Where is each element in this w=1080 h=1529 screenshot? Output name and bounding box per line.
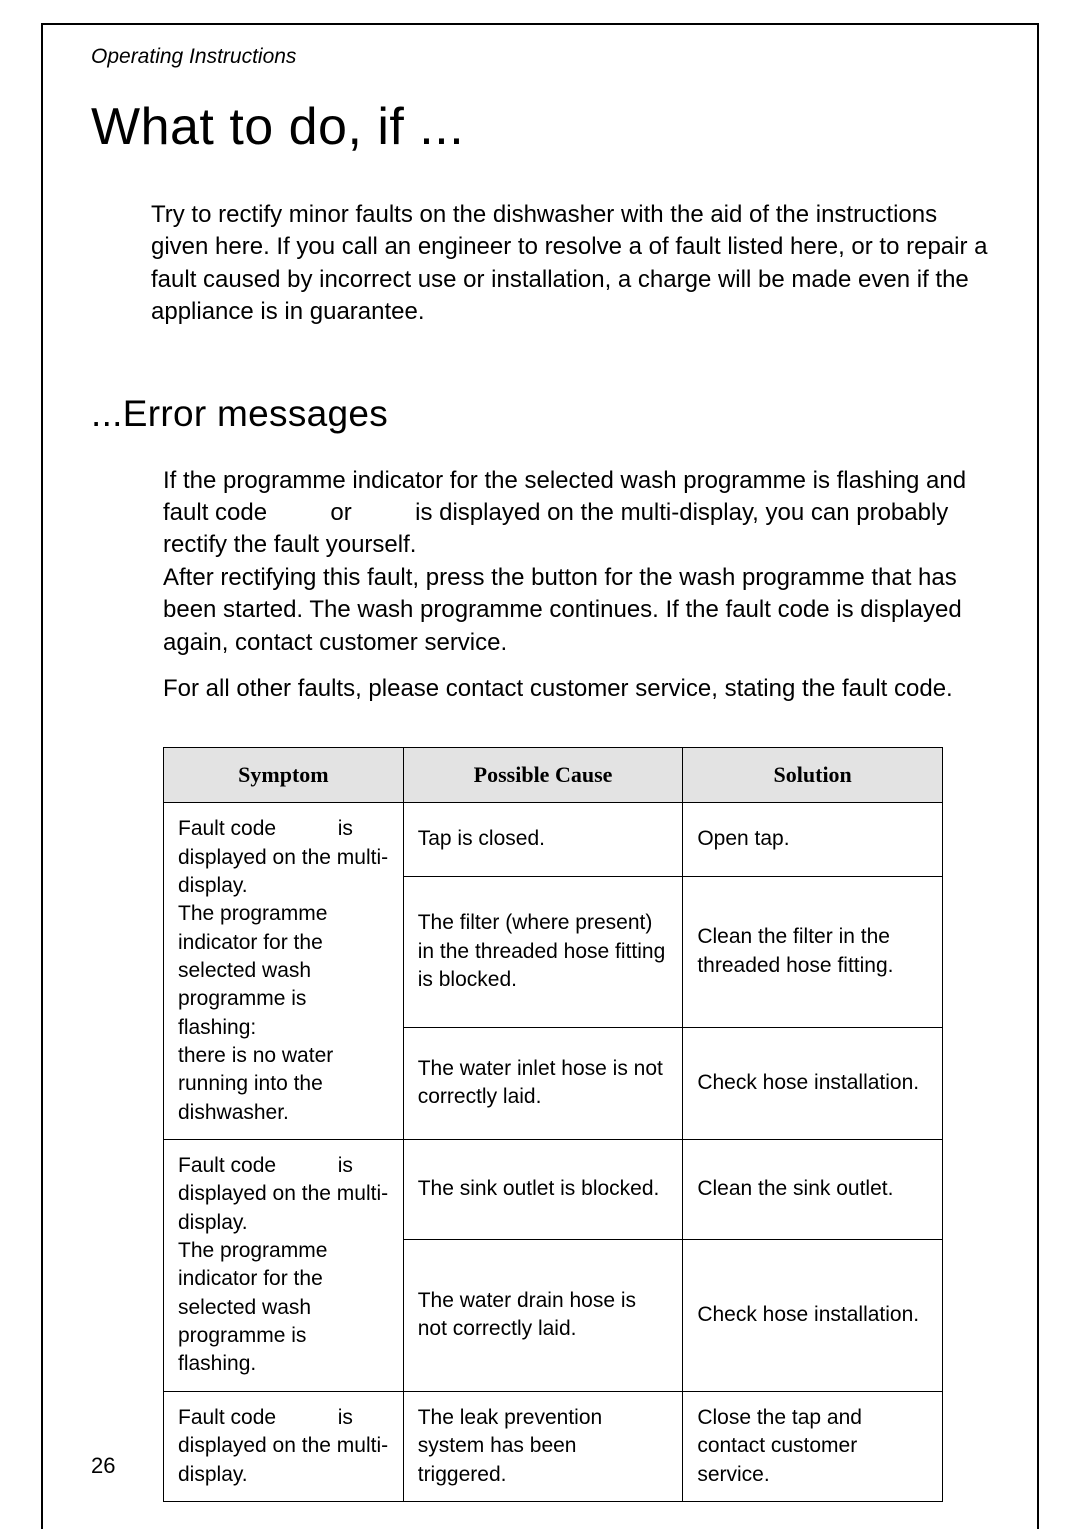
cell-solution: Open tap.: [683, 803, 943, 876]
table-header-row: Symptom Possible Cause Solution: [164, 748, 943, 803]
intro-paragraph: Try to rectify minor faults on the dishw…: [151, 199, 995, 329]
page-title: What to do, if ...: [91, 97, 995, 157]
symptom-text: Fault code: [178, 1154, 276, 1177]
symptom-text: The programme indicator for the selected…: [178, 1239, 327, 1375]
paragraph-text: After rectifying this fault, press the b…: [163, 564, 962, 656]
cell-solution: Check hose installation.: [683, 1239, 943, 1391]
table-row: Fault code is displayed on the multi-dis…: [164, 1391, 943, 1501]
cell-symptom: Fault code is displayed on the multi-dis…: [164, 803, 404, 1140]
symptom-text: Fault code: [178, 817, 276, 840]
col-header-cause: Possible Cause: [403, 748, 683, 803]
cell-solution: Clean the filter in the threaded hose fi…: [683, 876, 943, 1027]
running-head: Operating Instructions: [91, 45, 995, 69]
cell-cause: The water inlet hose is not correctly la…: [403, 1027, 683, 1139]
cell-cause: The water drain hose is not correctly la…: [403, 1239, 683, 1391]
section-title: ...Error messages: [91, 393, 995, 435]
cell-cause: Tap is closed.: [403, 803, 683, 876]
table-row: Fault code is displayed on the multi-dis…: [164, 1140, 943, 1239]
cell-solution: Check hose installation.: [683, 1027, 943, 1139]
cell-solution: Close the tap and contact customer servi…: [683, 1391, 943, 1501]
cell-cause: The sink outlet is blocked.: [403, 1140, 683, 1239]
symptom-text: Fault code: [178, 1406, 276, 1429]
paragraph-text: or: [330, 499, 351, 526]
paragraph-text: is displayed on the multi-display, you c…: [163, 499, 948, 558]
paragraph: If the programme indicator for the selec…: [163, 465, 995, 659]
cell-symptom: Fault code is displayed on the multi-dis…: [164, 1140, 404, 1392]
cell-symptom: Fault code is displayed on the multi-dis…: [164, 1391, 404, 1501]
section-body: If the programme indicator for the selec…: [163, 465, 995, 706]
page-number: 26: [91, 1453, 115, 1479]
paragraph: For all other faults, please contact cus…: [163, 673, 995, 705]
fault-table: Symptom Possible Cause Solution Fault co…: [163, 747, 943, 1502]
table-row: Fault code is displayed on the multi-dis…: [164, 803, 943, 876]
cell-solution: Clean the sink outlet.: [683, 1140, 943, 1239]
symptom-text: there is no water running into the dishw…: [178, 1044, 333, 1124]
col-header-symptom: Symptom: [164, 748, 404, 803]
page-frame: Operating Instructions What to do, if ..…: [41, 23, 1039, 1529]
cell-cause: The filter (where present) in the thread…: [403, 876, 683, 1027]
cell-cause: The leak prevention system has been trig…: [403, 1391, 683, 1501]
col-header-solution: Solution: [683, 748, 943, 803]
symptom-text: The programme indicator for the selected…: [178, 902, 327, 1038]
